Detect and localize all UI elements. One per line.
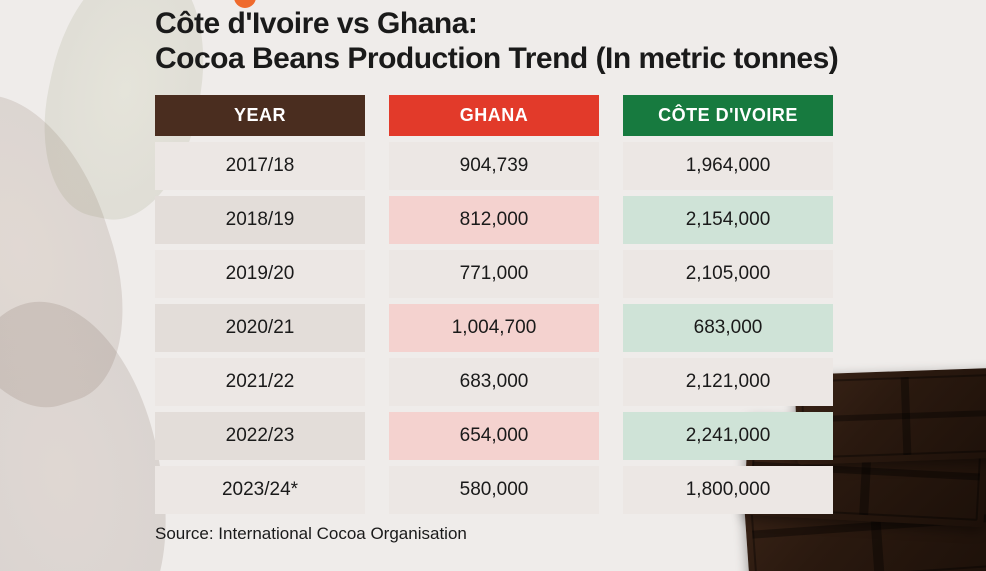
cote-divoire-cell: 2,121,000 [623, 358, 833, 406]
column-header: YEAR [155, 95, 365, 136]
year-cell: 2023/24* [155, 466, 365, 514]
year-cell: 2021/22 [155, 358, 365, 406]
cote-divoire-cell: 1,800,000 [623, 466, 833, 514]
infographic-content: Côte d'Ivoire vs Ghana: Cocoa Beans Prod… [0, 0, 986, 544]
ghana-cell: 1,004,700 [389, 304, 599, 352]
cote-divoire-cell: 2,241,000 [623, 412, 833, 460]
production-table: YEAR GHANA CÔTE D'IVOIRE 2017/18 904,739 1,96… [155, 95, 986, 514]
title-line-1: Côte d'Ivoire vs Ghana: [155, 7, 477, 40]
column-header: GHANA [389, 95, 599, 136]
year-cell: 2018/19 [155, 196, 365, 244]
title-line-2: Cocoa Beans Production Trend (In metric … [155, 42, 838, 75]
ghana-cell: 904,739 [389, 142, 599, 190]
ghana-cell: 580,000 [389, 466, 599, 514]
source-text: Source: International Cocoa Organisation [155, 524, 986, 544]
cote-divoire-cell: 2,154,000 [623, 196, 833, 244]
ghana-cell: 771,000 [389, 250, 599, 298]
column-header: CÔTE D'IVOIRE [623, 95, 833, 136]
ghana-cell: 812,000 [389, 196, 599, 244]
year-cell: 2020/21 [155, 304, 365, 352]
year-cell: 2017/18 [155, 142, 365, 190]
cote-divoire-cell: 683,000 [623, 304, 833, 352]
page-title: Côte d'Ivoire vs Ghana: Cocoa Beans Prod… [155, 6, 986, 77]
ghana-cell: 654,000 [389, 412, 599, 460]
year-cell: 2022/23 [155, 412, 365, 460]
year-cell: 2019/20 [155, 250, 365, 298]
ghana-cell: 683,000 [389, 358, 599, 406]
cote-divoire-cell: 2,105,000 [623, 250, 833, 298]
cote-divoire-cell: 1,964,000 [623, 142, 833, 190]
